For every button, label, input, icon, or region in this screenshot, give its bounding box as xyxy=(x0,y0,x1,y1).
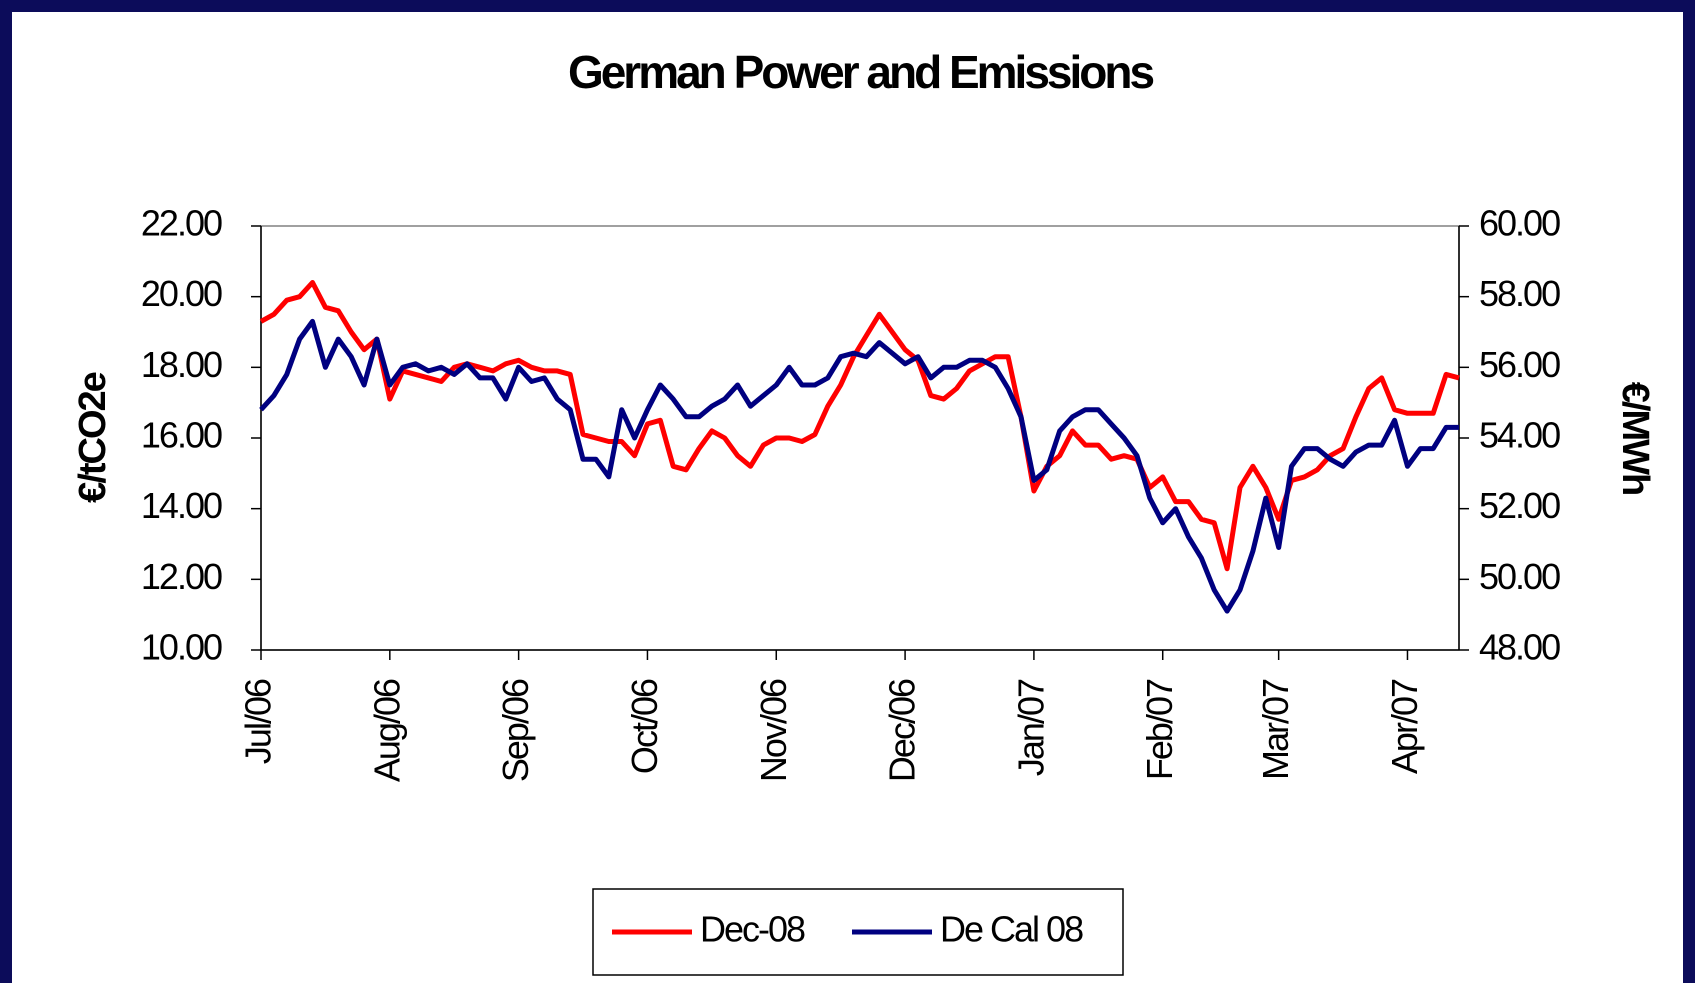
canvas xyxy=(12,12,1683,983)
y2-tick-label: 54.00 xyxy=(1479,415,1560,456)
x-tick-label: Sep/06 xyxy=(495,679,536,782)
y-tick-label: 12.00 xyxy=(141,556,222,597)
series-line xyxy=(259,318,1459,614)
y2-tick-label: 50.00 xyxy=(1479,556,1560,597)
legend-box xyxy=(592,888,1124,976)
y-tick-label: 18.00 xyxy=(141,344,222,385)
y-tick-label: 16.00 xyxy=(141,415,222,456)
x-tick-label: Feb/07 xyxy=(1139,679,1180,780)
legend-label: De Cal 08 xyxy=(940,909,1083,950)
x-tick-label: Mar/07 xyxy=(1255,679,1296,780)
series-line xyxy=(259,280,1460,572)
legend-label: Dec-08 xyxy=(700,909,805,950)
y-tick-label: 22.00 xyxy=(141,203,222,244)
y2-tick-label: 60.00 xyxy=(1479,203,1560,244)
y2-tick-label: 48.00 xyxy=(1479,627,1560,668)
y-axis-label: €/tCO2e xyxy=(72,372,114,502)
x-tick-label: Jul/06 xyxy=(238,679,279,764)
y2-tick-label: 58.00 xyxy=(1479,273,1560,314)
x-tick-label: Aug/06 xyxy=(366,679,407,782)
y2-tick-label: 52.00 xyxy=(1479,485,1560,526)
y-tick-label: 14.00 xyxy=(141,485,222,526)
y2-axis-label: €/MWh xyxy=(1614,382,1656,494)
x-tick-label: Nov/06 xyxy=(753,679,794,782)
chart-title: German Power and Emissions xyxy=(568,46,1154,98)
y-tick-label: 20.00 xyxy=(141,273,222,314)
x-tick-label: Dec/06 xyxy=(882,679,923,782)
x-tick-label: Apr/07 xyxy=(1384,679,1425,774)
y-tick-label: 10.00 xyxy=(141,627,222,668)
y2-tick-label: 56.00 xyxy=(1479,344,1560,385)
x-tick-label: Jan/07 xyxy=(1010,679,1051,776)
x-tick-label: Oct/06 xyxy=(624,679,665,774)
